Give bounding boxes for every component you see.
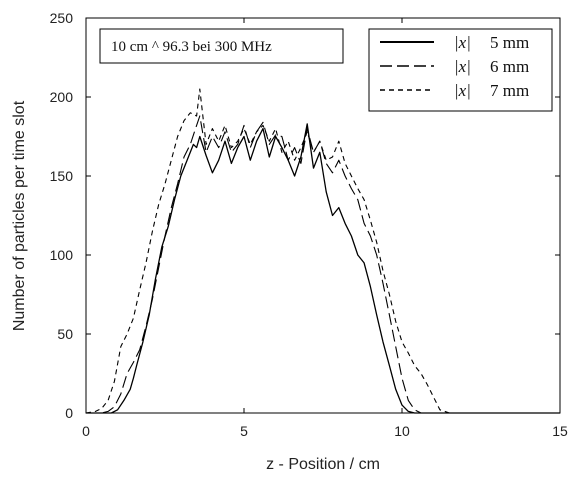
y-tick-label: 200 bbox=[50, 89, 74, 105]
x-tick-label: 15 bbox=[552, 423, 568, 439]
x-tick-label: 0 bbox=[82, 423, 90, 439]
series-line-2 bbox=[86, 115, 560, 414]
y-tick-label: 150 bbox=[50, 168, 74, 184]
series-layer bbox=[85, 88, 560, 414]
series-line-3 bbox=[85, 88, 560, 414]
y-tick-label: 50 bbox=[57, 326, 73, 342]
x-axis-title: z - Position / cm bbox=[266, 456, 380, 473]
legend-math-3: |x| bbox=[454, 81, 471, 100]
legend: |x| 5 mm |x| 6 mm |x| 7 mm bbox=[368, 28, 553, 112]
y-axis-title: Number of particles per time slot bbox=[11, 100, 28, 331]
legend-label-1: 5 mm bbox=[490, 33, 529, 52]
x-tick-label: 10 bbox=[394, 423, 410, 439]
legend-label-2: 6 mm bbox=[490, 57, 529, 76]
y-tick-label: 100 bbox=[50, 247, 74, 263]
annotation-box: 10 cm ^ 96.3 bei 300 MHz bbox=[99, 28, 344, 64]
plot-frame bbox=[85, 17, 561, 414]
series-line-1 bbox=[86, 123, 560, 414]
legend-math-2: |x| bbox=[454, 57, 471, 76]
annotation-text: 10 cm ^ 96.3 bei 300 MHz bbox=[111, 39, 272, 55]
legend-label-3: 7 mm bbox=[490, 81, 529, 100]
x-tick-label: 5 bbox=[240, 423, 248, 439]
y-tick-label: 250 bbox=[50, 10, 74, 26]
legend-math-1: |x| bbox=[454, 33, 471, 52]
y-tick-label: 0 bbox=[65, 405, 73, 421]
